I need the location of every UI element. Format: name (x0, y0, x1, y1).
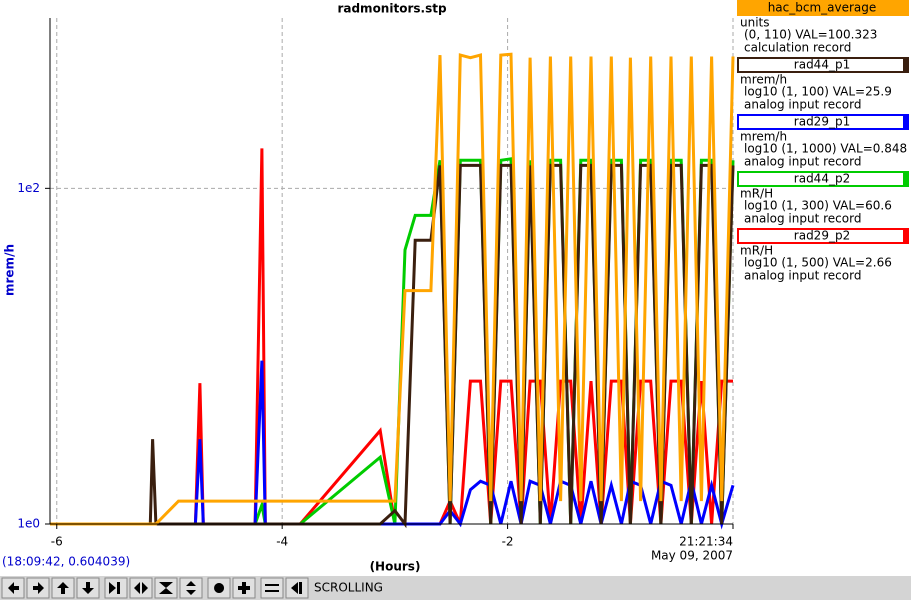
x-date: May 09, 2007 (651, 549, 733, 563)
toolbar-button[interactable] (179, 577, 203, 599)
x-axis-label: (Hours) (370, 560, 421, 574)
x-tick-label: -4 (276, 535, 288, 549)
legend-name[interactable]: rad44_p1 (794, 58, 850, 72)
legend-record: analog input record (744, 269, 861, 283)
legend-unit: mrem/h (740, 73, 787, 87)
legend-record: calculation record (744, 41, 851, 55)
legend-swatch (903, 172, 909, 186)
toolbar-icon (291, 582, 302, 594)
toolbar-button[interactable] (129, 577, 153, 599)
legend-name[interactable]: rad29_p1 (794, 115, 850, 129)
toolbar-icon (8, 582, 19, 594)
toolbar-icon (33, 582, 44, 594)
y-tick-label: 1e2 (17, 181, 40, 195)
toolbar-icon (214, 583, 225, 593)
toolbar-icon (186, 581, 196, 595)
toolbar-button[interactable] (260, 577, 284, 599)
toolbar-icon (82, 582, 94, 594)
legend-info: (0, 110) VAL=100.323 (744, 28, 877, 42)
legend-info: log10 (1, 1000) VAL=0.848 (744, 142, 907, 156)
legend-info: log10 (1, 300) VAL=60.6 (744, 199, 892, 213)
legend-unit: mrem/h (740, 130, 787, 144)
x-tick-label: 21:21:34 (679, 535, 733, 549)
toolbar-icon (134, 582, 148, 594)
legend-swatch (903, 1, 909, 15)
legend-swatch (903, 115, 909, 129)
series-line (50, 52, 735, 526)
legend-unit: mR/H (740, 187, 773, 201)
legend-name[interactable]: hac_bcm_average (768, 1, 877, 15)
y-tick-label: 1e0 (17, 517, 40, 531)
toolbar-icon (238, 582, 250, 594)
x-tick-label: -2 (502, 535, 514, 549)
toolbar-icon (57, 582, 69, 594)
legend-name[interactable]: rad29_p2 (794, 229, 850, 243)
legend-swatch (903, 229, 909, 243)
legend-swatch (903, 58, 909, 72)
toolbar-icon (109, 582, 120, 594)
legend-info: log10 (1, 100) VAL=25.9 (744, 85, 892, 99)
mode-label: SCROLLING (314, 581, 383, 595)
toolbar-icon (159, 582, 173, 594)
legend-record: analog input record (744, 212, 861, 226)
legend-record: analog input record (744, 155, 861, 169)
y-axis-label: mrem/h (3, 244, 17, 296)
legend-info: log10 (1, 500) VAL=2.66 (744, 256, 892, 270)
legend-unit: mR/H (740, 244, 773, 258)
toolbar-icon (265, 584, 279, 592)
chart-title: radmonitors.stp (337, 2, 446, 16)
legend-name[interactable]: rad44_p2 (794, 172, 850, 186)
plot-area (50, 18, 735, 530)
x-tick-label: -6 (51, 535, 63, 549)
series-line (50, 163, 735, 529)
cursor-readout: (18:09:42, 0.604039) (2, 555, 130, 569)
legend-unit: units (740, 16, 770, 30)
legend-record: analog input record (744, 98, 861, 112)
